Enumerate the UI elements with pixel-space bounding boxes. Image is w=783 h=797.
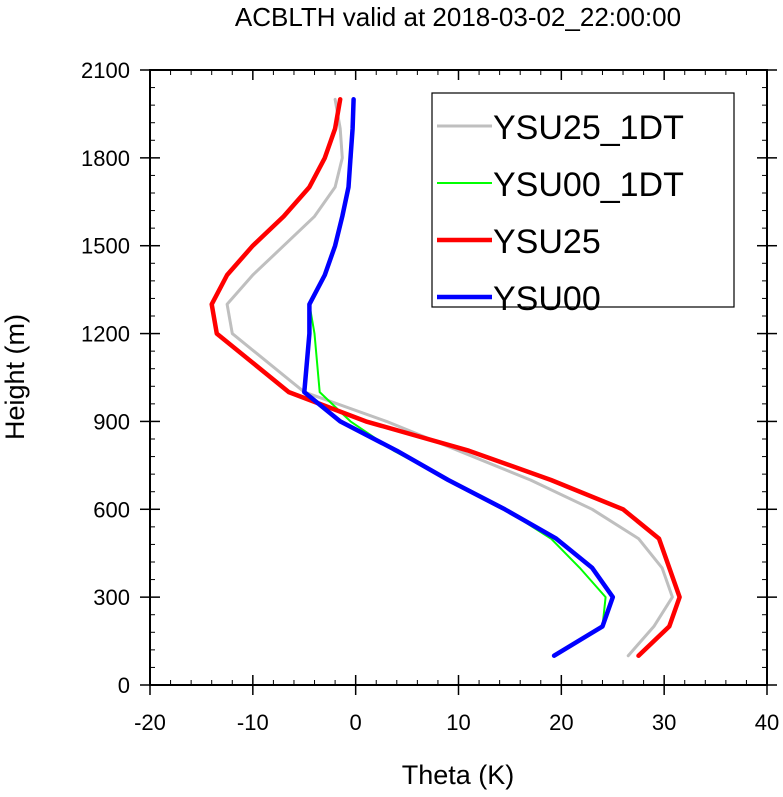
legend: YSU25_1DT YSU00_1DT YSU25 YSU00 bbox=[431, 92, 735, 318]
y-tick-label: 0 bbox=[118, 673, 130, 698]
y-tick-label: 1800 bbox=[81, 146, 130, 171]
x-tick-label: 40 bbox=[755, 710, 779, 735]
legend-box bbox=[431, 92, 735, 308]
y-tick-label: 300 bbox=[93, 585, 130, 610]
y-tick-label: 1500 bbox=[81, 234, 130, 259]
x-tick-label: 30 bbox=[652, 710, 676, 735]
chart-title: ACBLTH valid at 2018-03-02_22:00:00 bbox=[235, 2, 681, 32]
legend-label: YSU00 bbox=[493, 280, 601, 318]
y-tick-label: 2100 bbox=[81, 58, 130, 83]
series-layer bbox=[209, 97, 682, 658]
x-tick-label: 0 bbox=[350, 710, 362, 735]
x-tick-label: 20 bbox=[549, 710, 573, 735]
legend-label: YSU25 bbox=[493, 223, 601, 261]
x-tick-label: -20 bbox=[134, 710, 166, 735]
legend-label: YSU25_1DT bbox=[493, 109, 684, 147]
x-tick-label: 10 bbox=[446, 710, 470, 735]
series-line-ysu00 bbox=[302, 97, 616, 658]
legend-label: YSU00_1DT bbox=[493, 166, 684, 204]
y-axis-label: Height (m) bbox=[0, 314, 30, 440]
y-tick-label: 600 bbox=[93, 497, 130, 522]
x-axis-label: Theta (K) bbox=[402, 760, 515, 790]
x-tick-label: -10 bbox=[237, 710, 269, 735]
series-line-ysu25 bbox=[209, 97, 682, 658]
axis-ticks: -20 -10 0 10 20 30 40 0 300 600 900 1200 1500 1800 210… bbox=[81, 58, 779, 735]
plot-frame bbox=[149, 69, 768, 686]
y-tick-label: 1200 bbox=[81, 322, 130, 347]
y-tick-label: 900 bbox=[93, 409, 130, 434]
